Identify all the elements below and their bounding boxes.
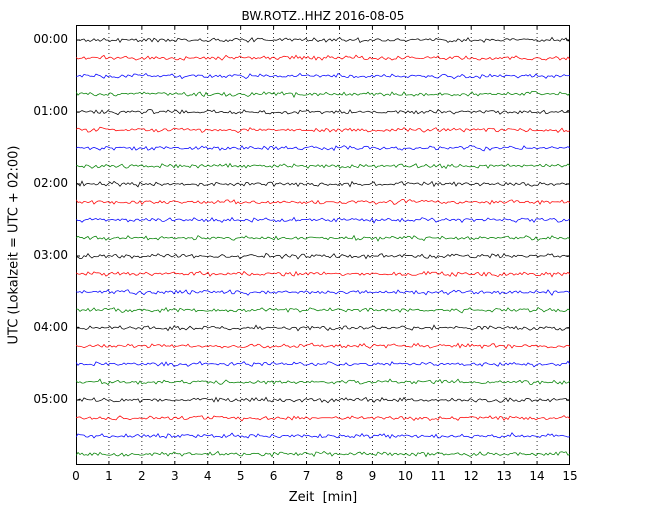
plot-frame — [76, 25, 570, 465]
seismic-trace — [76, 199, 570, 205]
y-tick-label: 05:00 — [33, 392, 68, 406]
seismic-trace — [76, 144, 570, 152]
seismic-trace — [76, 109, 570, 116]
seismic-trace — [76, 180, 570, 188]
x-tick-label: 7 — [302, 469, 311, 483]
x-tick-label: 9 — [368, 469, 377, 483]
seismic-trace — [76, 378, 570, 386]
chart-title: BW.ROTZ..HHZ 2016-08-05 — [241, 9, 405, 23]
y-tick-label: 01:00 — [33, 104, 68, 118]
seismic-trace — [76, 36, 570, 44]
seismic-trace — [76, 432, 570, 440]
x-tick-label: 3 — [170, 469, 179, 483]
x-tick-label: 5 — [236, 469, 245, 483]
seismic-trace — [76, 90, 570, 98]
seismic-trace — [76, 342, 570, 350]
x-tick-label: 0 — [72, 469, 80, 483]
seismic-trace — [76, 324, 570, 332]
x-tick-label: 15 — [562, 469, 578, 483]
seismic-trace — [76, 162, 570, 170]
x-tick-label: 13 — [496, 469, 512, 483]
x-tick-label: 12 — [463, 469, 479, 483]
x-tick-label: 4 — [203, 469, 212, 483]
seismic-trace — [76, 396, 570, 404]
seismic-trace — [76, 360, 570, 368]
x-tick-label: 14 — [529, 469, 545, 483]
y-tick-label: 03:00 — [33, 248, 68, 262]
seismic-trace — [76, 216, 570, 224]
seismic-trace — [76, 72, 570, 80]
seismic-trace — [76, 126, 570, 133]
seismic-trace — [76, 289, 570, 296]
x-tick-label: 8 — [335, 469, 344, 483]
x-tick-label: 11 — [430, 469, 446, 483]
x-tick-label: 1 — [105, 469, 113, 483]
x-tick-label: 10 — [397, 469, 413, 483]
y-tick-label: 02:00 — [33, 176, 68, 190]
y-tick-label: 04:00 — [33, 320, 68, 334]
x-tick-label: 6 — [269, 469, 278, 483]
x-tick-label: 2 — [138, 469, 146, 483]
seismic-trace — [76, 415, 570, 422]
seismic-trace — [76, 450, 570, 458]
seismic-trace — [76, 54, 570, 61]
helicorder-plot-area — [76, 25, 570, 465]
seismic-trace — [76, 252, 570, 260]
seismic-trace — [76, 234, 570, 242]
y-tick-label: 00:00 — [33, 32, 68, 46]
seismic-trace — [76, 270, 570, 278]
seismic-trace — [76, 306, 570, 314]
x-axis-label: Zeit [min] — [288, 490, 358, 505]
